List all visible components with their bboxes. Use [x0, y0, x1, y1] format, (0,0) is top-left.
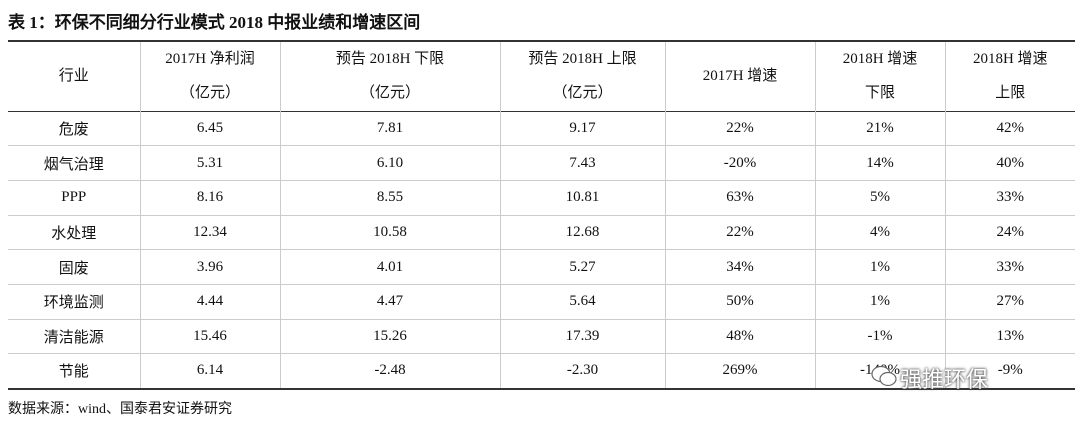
row-label: 水处理 — [51, 225, 97, 242]
cell: 10.58 — [279, 215, 500, 250]
cell: 33% — [944, 180, 1075, 216]
table-title: 表 1：环保不同细分行业模式 2018 中报业绩和增速区间 — [8, 13, 421, 32]
cell: 8.55 — [279, 180, 500, 216]
header-text: 2018H 增速 — [842, 51, 918, 68]
cell: 24% — [944, 215, 1075, 250]
table-row: 固废 3.96 4.01 5.27 34% 1% 33% — [8, 249, 1075, 285]
cell: 1% — [814, 249, 945, 285]
cell: -20% — [664, 145, 815, 181]
header-cell: 2018H 增速 上限 — [944, 41, 1075, 111]
header-text: 预告 2018H 上限 — [528, 51, 637, 68]
header-row: 行业 2017H 净利润 （亿元） 预告 2018H 下限 （亿元） 预告 2018H 上… — [8, 41, 1075, 111]
cell: -2.48 — [279, 353, 500, 389]
cell: 42% — [944, 111, 1075, 146]
cell: 33% — [944, 249, 1075, 285]
table-row: 危废 6.45 7.81 9.17 22% 21% 42% — [8, 111, 1075, 146]
header-text: （亿元） — [552, 85, 613, 102]
cell: 22% — [664, 215, 815, 250]
cell: 6.10 — [279, 145, 500, 181]
cell: 6.45 — [139, 111, 280, 146]
cell: 5.27 — [499, 249, 665, 285]
cell: 4.01 — [279, 249, 500, 285]
header-text: 上限 — [995, 85, 1026, 102]
row-label: PPP — [61, 189, 87, 206]
header-text: 预告 2018H 下限 — [335, 51, 445, 68]
header-text: 下限 — [864, 85, 895, 102]
cell: 17.39 — [499, 319, 665, 354]
cell: 63% — [664, 180, 815, 216]
cell: -2.30 — [499, 353, 665, 389]
cell: 15.26 — [279, 319, 500, 354]
cell: 5.64 — [499, 284, 665, 320]
cell: 27% — [944, 284, 1075, 320]
table-body: 危废 6.45 7.81 9.17 22% 21% 42% 烟气治理 5.31 6.10 7.43-… — [8, 111, 1075, 389]
source-note: 数据来源：wind、国泰君安证券研究 — [8, 402, 232, 417]
table-header: 行业 2017H 净利润 （亿元） 预告 2018H 下限 （亿元） 预告 2018H 上… — [8, 41, 1075, 111]
cell: 12.34 — [139, 215, 280, 250]
watermark-icon — [871, 365, 897, 387]
row-label: 危废 — [58, 121, 89, 138]
cell: 5.31 — [139, 145, 280, 181]
header-text: （亿元） — [179, 85, 240, 102]
cell: 10.81 — [499, 180, 665, 216]
cell: 40% — [944, 145, 1075, 181]
cell: 12.68 — [499, 215, 665, 250]
cell: 4.47 — [279, 284, 500, 320]
cell: 34% — [664, 249, 815, 285]
header-cell: 预告 2018H 下限 （亿元） — [279, 41, 500, 111]
cell: 7.43 — [499, 145, 665, 181]
header-cell: 2018H 增速 下限 — [814, 41, 945, 111]
cell: 3.96 — [139, 249, 280, 285]
cell: 21% — [814, 111, 945, 146]
cell: 6.14 — [139, 353, 280, 389]
row-label: 清洁能源 — [43, 329, 104, 346]
header-text: 2017H 净利润 — [165, 51, 255, 68]
cell: 269% — [664, 353, 815, 389]
watermark: 强推环保 — [900, 368, 989, 393]
header-cell: 预告 2018H 上限 （亿元） — [499, 41, 665, 111]
header-text: 2017H 增速 — [702, 68, 778, 85]
cell: -9% — [944, 353, 1075, 389]
table-row: 水处理 12.34 10.58 12.68 22% 4% 24% — [8, 215, 1075, 250]
row-label: 烟气治理 — [43, 156, 104, 173]
cell: 1% — [814, 284, 945, 320]
cell: 4.44 — [139, 284, 280, 320]
table-row: 烟气治理 5.31 6.10 7.43 -20% 14% 40% — [8, 145, 1075, 181]
row-label: 固废 — [58, 260, 89, 277]
cell: 9.17 — [499, 111, 665, 146]
table-row: 清洁能源 15.46 15.26 17.39 48% -1% 13% — [8, 319, 1075, 354]
cell: 14% — [814, 145, 945, 181]
cell: 7.81 — [279, 111, 500, 146]
header-text: （亿元） — [359, 85, 420, 102]
cell: 5% — [814, 180, 945, 216]
row-label: 环境监测 — [43, 295, 104, 312]
cell: 48% — [664, 319, 815, 354]
header-text: 2018H 增速 — [972, 51, 1048, 68]
cell: 15.46 — [139, 319, 280, 354]
cell: -1% — [814, 319, 945, 354]
header-cell: 2017H 净利润 （亿元） — [139, 41, 280, 111]
data-table: 行业 2017H 净利润 （亿元） 预告 2018H 下限 （亿元） 预告 2018H 上… — [8, 40, 1075, 390]
cell: 13% — [944, 319, 1075, 354]
table-row: PPP 8.16 8.55 10.81 63% 5% 33% — [8, 180, 1075, 216]
cell: 50% — [664, 284, 815, 320]
table-row: 环境监测 4.44 4.47 5.64 50% 1% 27% — [8, 284, 1075, 320]
header-cell: 2017H 增速 — [664, 41, 815, 111]
row-label: 节能 — [58, 364, 89, 381]
header-cell: 行业 — [8, 41, 140, 111]
header-text: 行业 — [58, 68, 89, 85]
cell: 8.16 — [139, 180, 280, 216]
cell: 22% — [664, 111, 815, 146]
cell: 4% — [814, 215, 945, 250]
